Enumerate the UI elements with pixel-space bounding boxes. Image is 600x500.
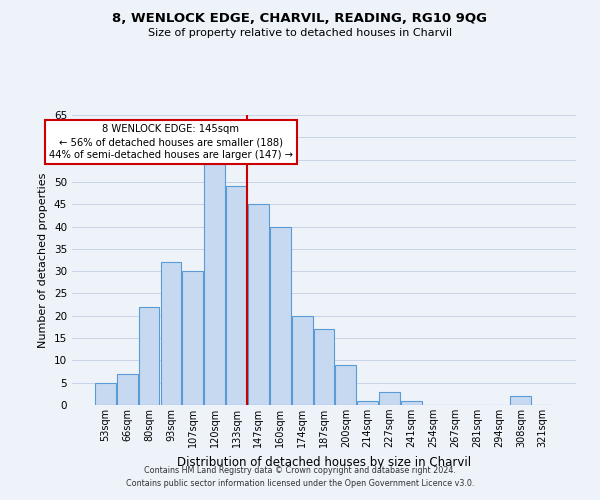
Bar — [204, 164, 225, 405]
Text: Size of property relative to detached houses in Charvil: Size of property relative to detached ho… — [148, 28, 452, 38]
Bar — [270, 226, 290, 405]
Text: 8, WENLOCK EDGE, CHARVIL, READING, RG10 9QG: 8, WENLOCK EDGE, CHARVIL, READING, RG10 … — [113, 12, 487, 26]
Bar — [95, 382, 116, 405]
Bar — [335, 365, 356, 405]
Y-axis label: Number of detached properties: Number of detached properties — [38, 172, 49, 348]
X-axis label: Distribution of detached houses by size in Charvil: Distribution of detached houses by size … — [177, 456, 471, 468]
Bar — [161, 262, 181, 405]
Bar — [117, 374, 137, 405]
Bar — [248, 204, 269, 405]
Bar — [401, 400, 422, 405]
Text: Contains HM Land Registry data © Crown copyright and database right 2024.
Contai: Contains HM Land Registry data © Crown c… — [126, 466, 474, 487]
Bar — [292, 316, 313, 405]
Bar — [226, 186, 247, 405]
Bar — [182, 271, 203, 405]
Bar — [511, 396, 531, 405]
Bar — [358, 400, 378, 405]
Bar — [139, 307, 160, 405]
Text: 8 WENLOCK EDGE: 145sqm
← 56% of detached houses are smaller (188)
44% of semi-de: 8 WENLOCK EDGE: 145sqm ← 56% of detached… — [49, 124, 293, 160]
Bar — [379, 392, 400, 405]
Bar — [314, 329, 334, 405]
